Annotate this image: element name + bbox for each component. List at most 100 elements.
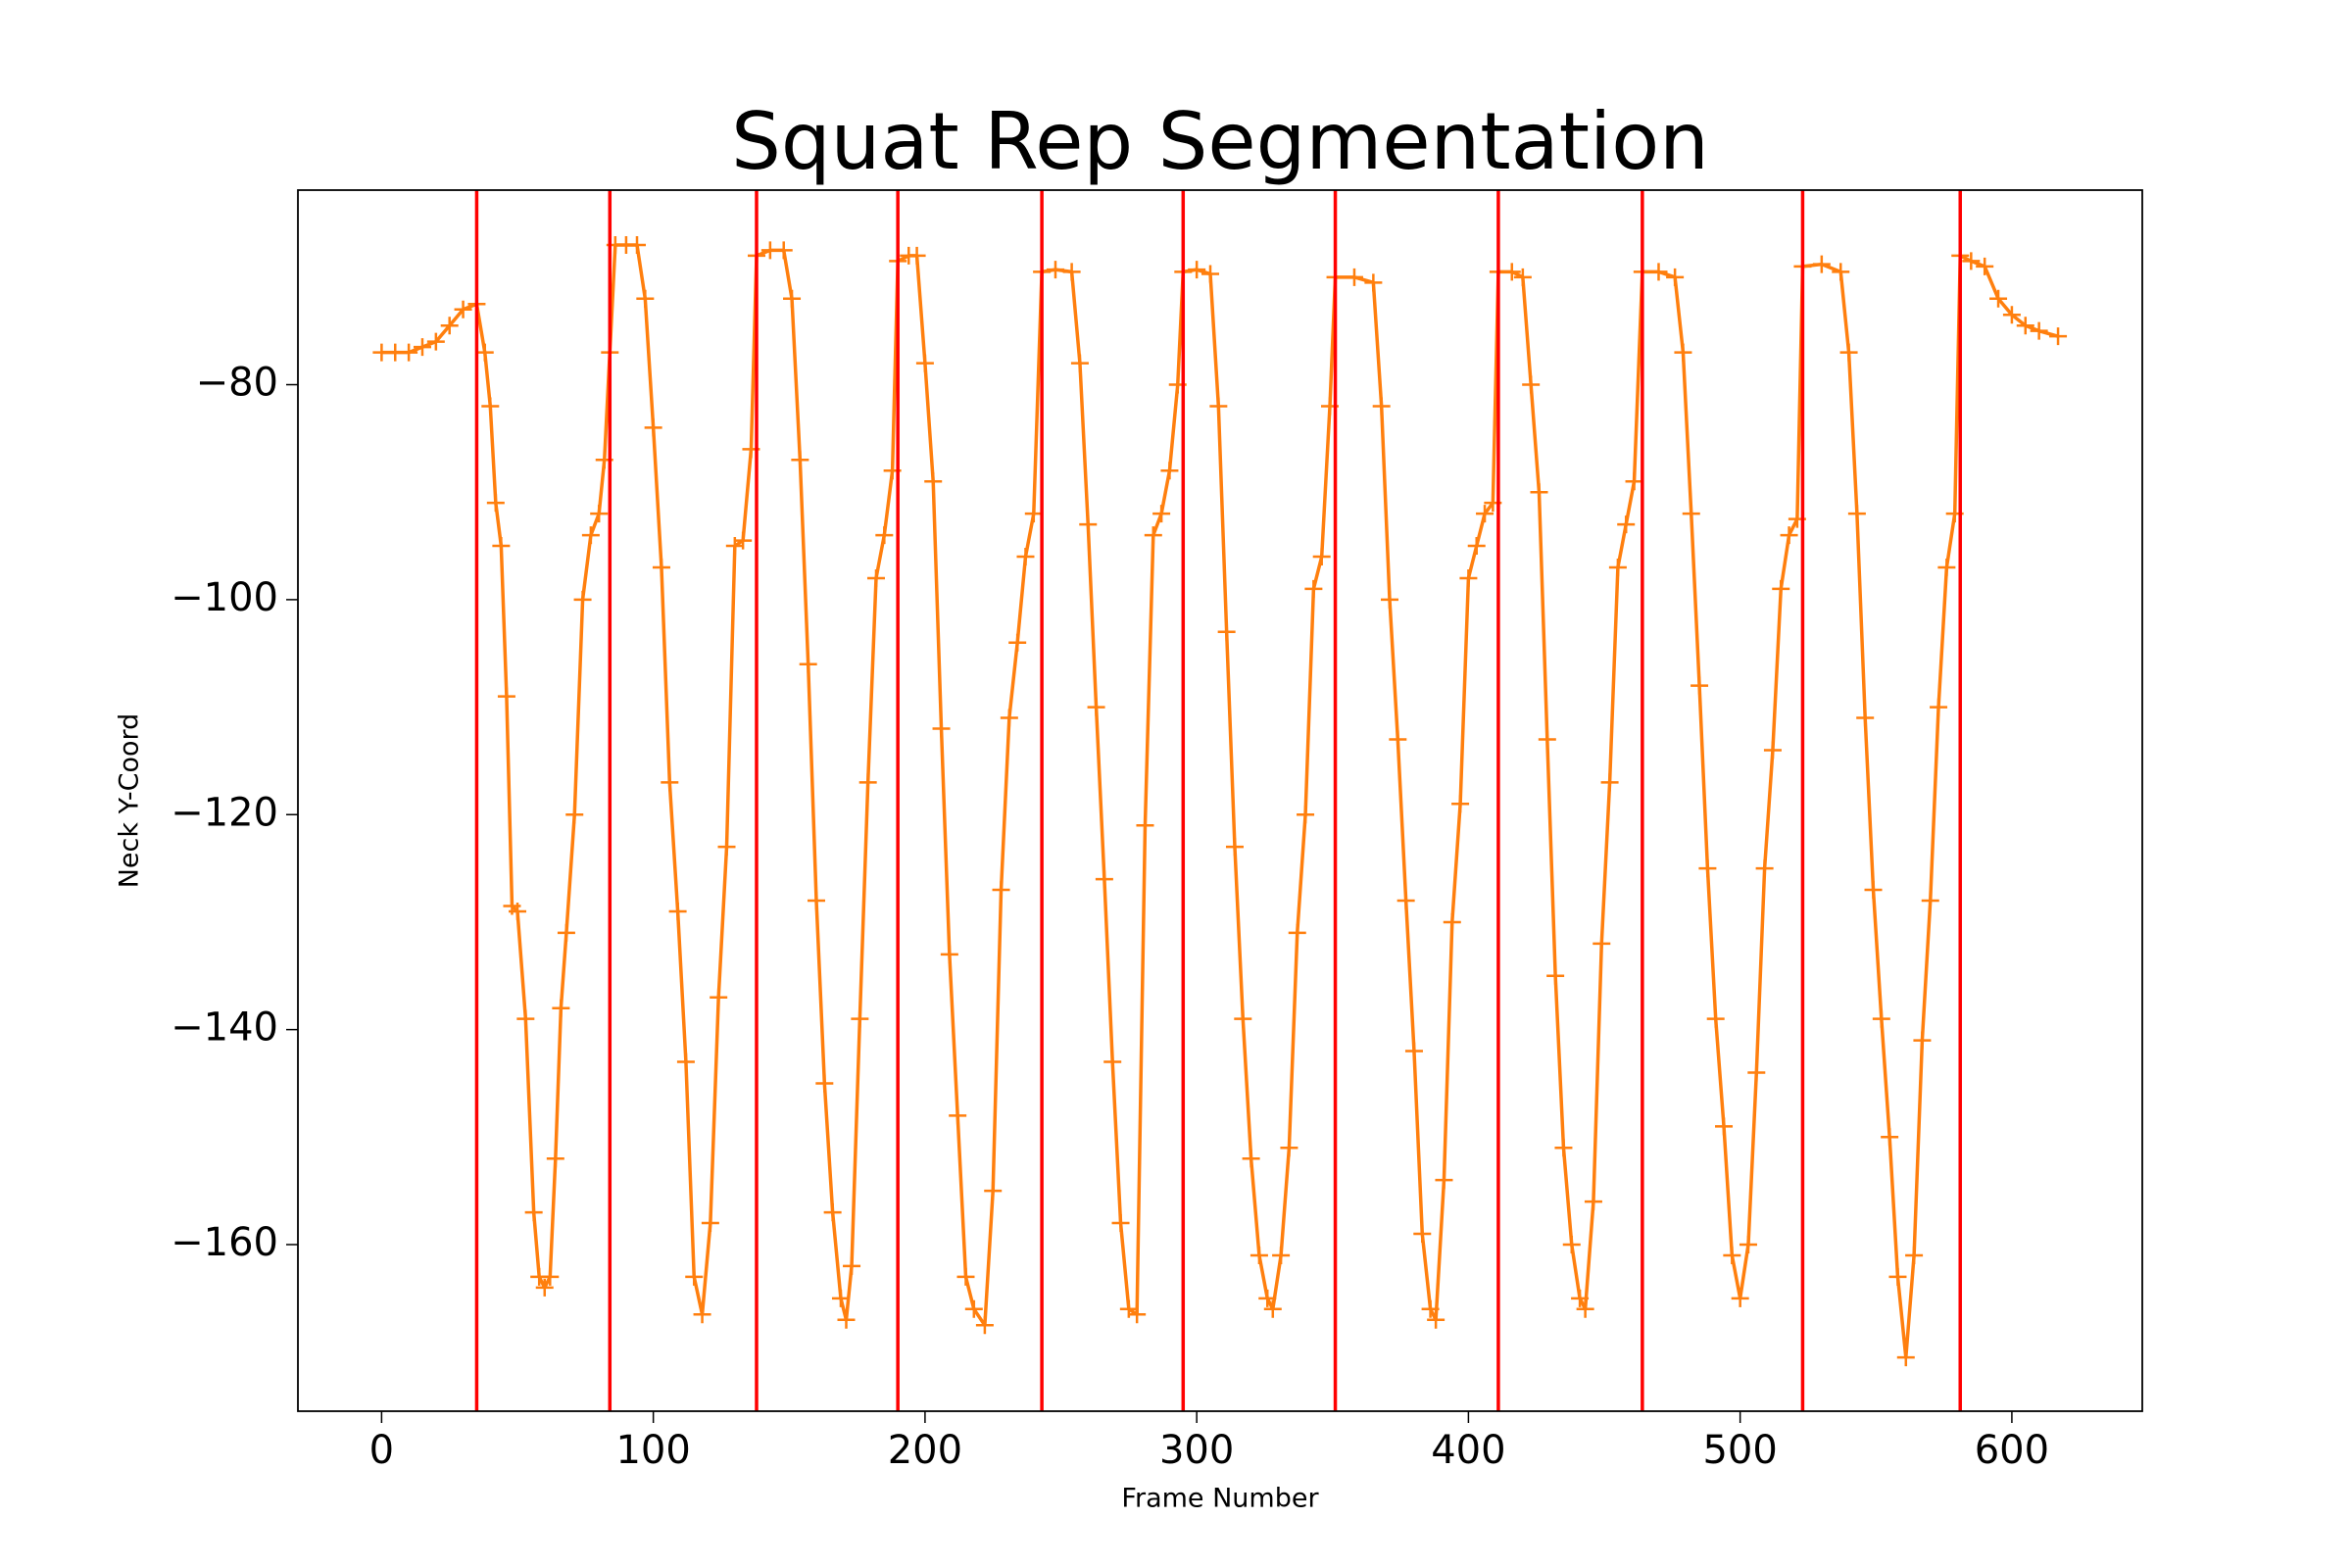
data-marker [1467,537,1486,556]
y-axis-label: Neck Y-Coord [115,713,145,889]
data-marker [546,1150,564,1168]
data-marker [1297,806,1315,824]
data-marker [1538,730,1556,749]
data-marker [486,494,505,513]
data-marker [1832,263,1850,281]
data-marker [949,1106,967,1125]
plot-frame [297,189,2143,1412]
data-marker [652,558,670,576]
data-marker [992,881,1010,900]
data-marker [1812,255,1831,273]
data-marker [661,773,679,792]
data-marker [1476,505,1494,523]
data-marker [1288,923,1306,942]
data-marker [1522,375,1541,394]
data-marker [1242,1150,1260,1168]
data-marker [915,354,934,372]
data-marker [1930,698,1948,716]
data-marker [1451,795,1470,813]
data-marker [717,838,736,857]
data-marker [509,902,527,920]
data-marker [1136,816,1154,835]
y-tick-label: −120 [171,790,278,835]
data-marker [1008,633,1027,652]
data-marker [1160,462,1179,480]
data-marker [1989,289,2008,308]
data-marker [1079,515,1098,534]
data-marker [1674,343,1692,362]
x-tick-label: 400 [1431,1428,1505,1473]
data-marker [1152,505,1171,523]
data-marker [1016,548,1035,566]
data-marker [541,1267,560,1286]
data-marker [1780,526,1798,545]
data-marker [1201,265,1220,283]
data-marker [565,806,584,824]
data-marker [426,332,445,351]
data-marker [1217,622,1236,641]
data-marker [581,526,600,545]
data-marker [1188,261,1206,279]
data-marker [497,687,515,706]
data-marker [481,397,500,416]
data-marker [823,1203,842,1222]
data-marker [1666,268,1685,286]
data-marker [2049,327,2068,346]
data-marker [1625,472,1643,491]
data-marker [1111,1214,1130,1233]
data-marker [1209,397,1228,416]
data-marker [1554,1139,1573,1157]
data-marker [924,472,943,491]
data-marker [932,719,951,738]
data-marker [516,1009,535,1028]
data-marker [1706,1009,1725,1028]
data-marker [1304,579,1323,598]
data-marker [907,246,926,265]
data-marker [1263,1299,1282,1318]
data-marker [668,902,687,920]
data-marker [1962,252,1981,270]
data-marker [1144,526,1162,545]
data-marker [1530,483,1548,502]
data-marker [492,537,511,556]
data-marker [1592,934,1611,953]
data-marker [1847,505,1866,523]
y-tick-label: −160 [171,1220,278,1265]
data-marker [1755,859,1774,878]
chart-title: Squat Rep Segmentation [731,96,1709,187]
data-marker [1443,912,1461,931]
data-marker [1698,859,1717,878]
data-marker [956,1267,975,1286]
data-marker [1913,1031,1932,1050]
data-marker [1234,1009,1252,1028]
data-marker [1584,1193,1602,1211]
data-marker [1690,676,1709,695]
data-marker [791,451,809,469]
x-tick-label: 100 [615,1428,690,1473]
data-marker [710,988,728,1006]
data-marker [1103,1053,1122,1071]
data-marker [2030,321,2048,340]
data-marker [1502,263,1521,281]
data-marker [1272,1246,1291,1264]
data-marker [1772,579,1790,598]
data-marker [1070,354,1089,372]
data-marker [1364,273,1383,292]
data-marker [984,1182,1003,1200]
data-marker [734,531,753,550]
data-marker [1881,1128,1899,1147]
data-marker [644,418,662,437]
data-marker [676,1053,695,1071]
data-marker [1513,268,1532,286]
data-marker [1421,1299,1440,1318]
data-marker [1921,892,1939,910]
data-marker [2002,306,2021,324]
data-marker [1312,548,1331,566]
data-marker [1864,881,1883,900]
x-tick-label: 300 [1159,1428,1234,1473]
data-marker [1087,698,1105,716]
data-marker [400,343,418,362]
data-marker [1250,1246,1268,1264]
x-tick-label: 0 [369,1428,394,1473]
